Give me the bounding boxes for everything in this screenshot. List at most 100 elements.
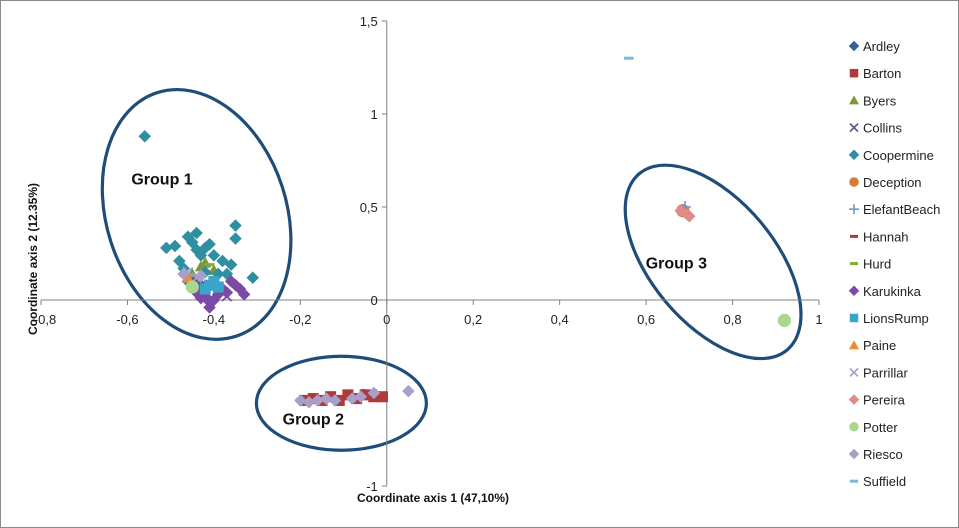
legend-item-barton: Barton [849, 66, 901, 81]
legend-marker-coopermine [848, 149, 860, 161]
legend-marker-barton [849, 68, 859, 78]
legend-label-hurd: Hurd [863, 257, 891, 272]
legend-item-parrillar: Parrillar [849, 365, 908, 380]
ellipse-group-3 [623, 163, 803, 361]
legend-label-paine: Paine [863, 338, 896, 353]
legend-item-collins: Collins [849, 121, 903, 136]
legend-marker-riesco [848, 448, 860, 460]
legend-marker-lionsrump [849, 313, 859, 323]
point-lionsrump [212, 281, 224, 293]
point-lionsrump [199, 283, 211, 295]
y-tick-label: 0 [371, 293, 378, 308]
point-riesco [328, 394, 342, 407]
series-coopermine [138, 129, 260, 288]
point-paine [181, 271, 194, 283]
legend-label-riesco: Riesco [863, 447, 903, 462]
legend-label-barton: Barton [863, 66, 901, 81]
point-coopermine [168, 239, 182, 253]
point-potter [185, 280, 199, 294]
x-tick-label: 0,2 [464, 312, 482, 327]
y-tick-label: 0,5 [360, 200, 378, 215]
legend-label-parrillar: Parrillar [863, 365, 908, 380]
legend-item-karukinka: Karukinka [848, 284, 922, 299]
legend-item-lionsrump: LionsRump [849, 311, 929, 326]
legend-item-suffield: Suffield [850, 474, 906, 489]
series-lionsrump [199, 275, 224, 295]
series-riesco [177, 267, 415, 409]
y-tick-label: 1 [371, 107, 378, 122]
legend-label-ardley: Ardley [863, 39, 900, 54]
legend-label-pereira: Pereira [863, 393, 906, 408]
legend-item-ardley: Ardley [848, 39, 900, 54]
legend-item-hurd: Hurd [850, 257, 891, 272]
point-riesco [402, 384, 415, 398]
legend-marker-deception [849, 177, 859, 187]
ellipse-group-2 [254, 354, 428, 452]
legend-marker-hurd [850, 262, 858, 266]
legend-item-riesco: Riesco [848, 447, 903, 462]
legend-label-potter: Potter [863, 420, 898, 435]
label-group-2: Group 2 [283, 412, 344, 429]
x-tick-label: -0,4 [203, 312, 225, 327]
point-riesco [194, 269, 208, 283]
x-tick-label: -0,8 [34, 312, 56, 327]
series-pereira [674, 204, 696, 223]
legend-item-potter: Potter [849, 420, 898, 435]
point-coopermine [229, 219, 242, 232]
series-suffield [624, 56, 634, 60]
legend-item-coopermine: Coopermine [848, 148, 934, 163]
legend-label-coopermine: Coopermine [863, 148, 934, 163]
point-barton [376, 391, 388, 403]
legend-item-elefantbeach: ElefantBeach [849, 202, 940, 217]
point-karukinka [203, 301, 216, 314]
point-coopermine [216, 254, 229, 268]
x-tick-label: -0,6 [116, 312, 138, 327]
legend-marker-suffield [850, 479, 858, 483]
legend-marker-collins [849, 123, 859, 133]
legend-label-suffield: Suffield [863, 474, 906, 489]
point-suffield [624, 56, 634, 60]
legend-marker-parrillar [849, 367, 859, 377]
legend-marker-potter [849, 422, 859, 432]
point-barton [342, 389, 354, 401]
point-riesco [367, 386, 381, 400]
point-riesco [354, 390, 368, 404]
legend-label-lionsrump: LionsRump [863, 311, 929, 326]
point-riesco [319, 392, 333, 405]
point-pereira [682, 209, 696, 223]
label-group-1: Group 1 [131, 172, 192, 189]
y-tick-label: -1 [366, 479, 378, 494]
point-coopermine [224, 258, 238, 272]
data-points [138, 56, 792, 409]
legend-marker-ardley [848, 40, 860, 52]
x-tick-label: 0,4 [551, 312, 569, 327]
legend-label-deception: Deception [863, 175, 922, 190]
legend-marker-karukinka [848, 285, 860, 297]
x-tick-label: 0 [383, 312, 390, 327]
series-paine [181, 271, 194, 283]
point-coopermine [203, 237, 216, 251]
point-riesco [177, 267, 190, 281]
legend-label-collins: Collins [863, 121, 903, 136]
point-coopermine [138, 129, 152, 143]
point-lionsrump [208, 275, 220, 287]
ellipse-group-1 [100, 87, 293, 341]
legend-label-byers: Byers [863, 93, 897, 108]
x-tick-label: 0,6 [637, 312, 655, 327]
x-tick-label: 1 [815, 312, 822, 327]
legend-marker-pereira [848, 394, 860, 405]
legend-label-hannah: Hannah [863, 229, 909, 244]
point-coopermine [207, 249, 221, 262]
legend-marker-paine [849, 340, 859, 350]
y-tick-label: 1,5 [360, 14, 378, 29]
point-coopermine [246, 271, 260, 285]
legend-marker-elefantbeach [849, 204, 859, 215]
group-ellipses [100, 87, 803, 452]
x-tick-label: 0,8 [724, 312, 742, 327]
y-axis-label: Coordinate axis 2 (12.35%) [26, 183, 40, 335]
point-coopermine [229, 232, 242, 245]
point-coopermine [190, 226, 203, 240]
series-potter [185, 280, 792, 328]
label-group-3: Group 3 [646, 255, 707, 272]
